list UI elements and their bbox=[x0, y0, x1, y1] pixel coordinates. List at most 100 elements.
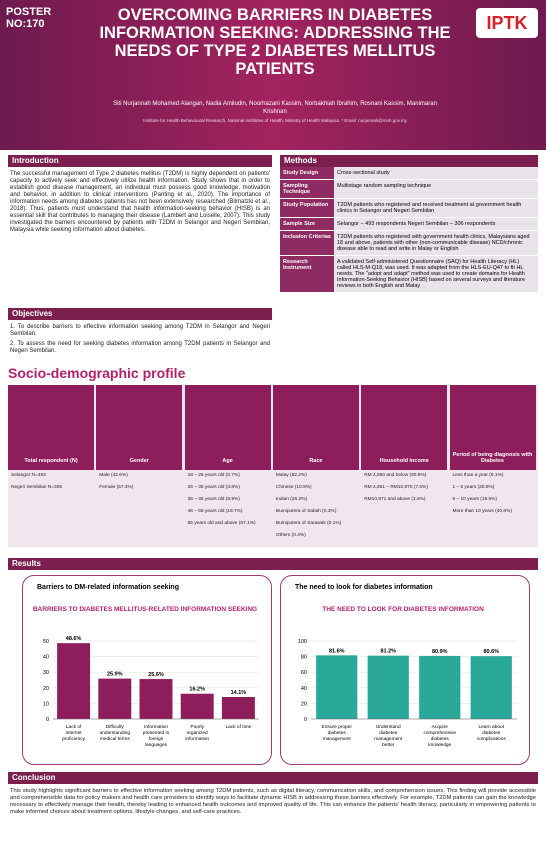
cell: 65 years old and above (67.1%) bbox=[187, 521, 256, 526]
method-key: Inclusion Criterias bbox=[280, 230, 334, 256]
value-label: 80.6% bbox=[483, 649, 499, 655]
method-row: Study Design Cross-sectional study bbox=[280, 167, 538, 180]
cell: Malay (62.2%) bbox=[275, 473, 307, 478]
column-header: Race bbox=[272, 385, 359, 470]
method-value: T2DM patients who registered with govern… bbox=[334, 230, 538, 256]
panel: Barriers to DM-related information seeki… bbox=[22, 575, 272, 765]
objectives: Objectives 1. To describe barriers to ef… bbox=[8, 308, 272, 362]
method-key: Sample Size bbox=[280, 217, 334, 231]
socio-column: Age 18 – 25 years old (0.7%) 26 – 35 years… bbox=[184, 385, 271, 547]
y-tick-label: 10 bbox=[43, 701, 49, 707]
section-heading: Introduction bbox=[8, 155, 272, 167]
chart: BARRIERS TO DIABETES MELLITUS-RELATED IN… bbox=[33, 606, 259, 748]
x-tick-label: Lack of time bbox=[225, 724, 251, 730]
cell: 46 – 55 years old (19.7%) bbox=[187, 509, 243, 514]
cell: RM 4,851 – RM10,970 (7.6%) bbox=[364, 485, 428, 490]
methods: Methods Study Design Cross-sectional stud… bbox=[280, 155, 538, 293]
authors: Siti Nurjannah Mohamed Alangan, Nadia Am… bbox=[113, 101, 437, 115]
method-row: Study Population T2DM patients who regist… bbox=[280, 198, 538, 218]
paragraph: The successful management of Type 2 diab… bbox=[10, 171, 270, 233]
y-tick-label: 0 bbox=[304, 717, 307, 723]
conclusion: Conclusion This study highlights signifi… bbox=[8, 772, 538, 820]
bar bbox=[419, 655, 461, 719]
cell: Bumiputera of Sabah (0.3%) bbox=[275, 509, 337, 514]
method-value: T2DM patients who registered and receive… bbox=[334, 198, 538, 218]
bar bbox=[316, 655, 358, 719]
cell: 36 – 45 years old (8.9%) bbox=[187, 497, 240, 502]
method-key: Study Design bbox=[280, 167, 334, 180]
x-tick-label: Ensure proper diabetes management bbox=[322, 724, 353, 742]
x-tick-label: Lack of internet proficiency bbox=[62, 724, 86, 742]
socio-table: Total respondent (N) Selangor N=493 Negeri… bbox=[8, 385, 538, 547]
section-heading: Results bbox=[8, 558, 538, 570]
socio-column: Period of being diagnosis with Diabetes L… bbox=[449, 385, 536, 547]
section-heading: Objectives bbox=[8, 308, 272, 320]
method-value: Multistage random sampling technique bbox=[334, 179, 538, 199]
cell: Indian (26.2%) bbox=[275, 497, 308, 502]
cell: Negeri Sembilan N=306 bbox=[11, 485, 63, 490]
objective: 2. To assess the need for seeking diabet… bbox=[10, 341, 270, 354]
logo: IPTK bbox=[476, 8, 538, 38]
cell: RM 4,850 and below (90.8%) bbox=[364, 473, 427, 478]
results: Results bbox=[8, 558, 538, 570]
value-label: 25.9% bbox=[107, 672, 123, 678]
affiliation: Institute for Health Behavioural Researc… bbox=[143, 118, 407, 123]
cell: Male (42.6%) bbox=[99, 473, 128, 478]
method-row: Sample Size Selangor – 493 respondents Ne… bbox=[280, 217, 538, 231]
socio-column: Gender Male (42.6%) Female (57.4%) bbox=[96, 385, 183, 547]
section-heading: Socio-demographic profile bbox=[8, 365, 186, 381]
y-tick-label: 40 bbox=[301, 686, 307, 692]
method-value: Cross-sectional study bbox=[334, 167, 538, 180]
cell: More than 10 years (40.6%) bbox=[452, 509, 512, 514]
chart-title: THE NEED TO LOOK FOR DIABETES INFORMATIO… bbox=[322, 606, 484, 613]
introduction: Introduction The successful management o… bbox=[8, 155, 272, 238]
column-header: Total respondent (N) bbox=[8, 385, 94, 470]
x-tick-label: Understand diabetes management better bbox=[374, 724, 403, 748]
cell: Others (0.4%) bbox=[275, 533, 306, 538]
poster-number: POSTER NO:170 bbox=[6, 6, 52, 30]
header bbox=[0, 0, 546, 150]
method-row: Sampling Technique Multistage random samp… bbox=[280, 179, 538, 199]
cell: 1 – 5 years (30.8%) bbox=[452, 485, 495, 490]
cell: 26 – 35 years old (3.6%) bbox=[187, 485, 240, 490]
y-tick-label: 20 bbox=[301, 701, 307, 707]
socio-column: Household income RM 4,850 and below (90.8… bbox=[361, 385, 448, 547]
bar bbox=[98, 678, 132, 719]
cell: RM10,971 and above (1.6%) bbox=[364, 497, 426, 502]
value-label: 48.6% bbox=[66, 636, 82, 642]
method-key: Sampling Technique bbox=[280, 179, 334, 199]
bar bbox=[57, 643, 91, 719]
panel-title: Barriers to DM-related information seeki… bbox=[37, 584, 179, 591]
value-label: 25.6% bbox=[148, 672, 164, 678]
objective: 1. To describe barriers to effective inf… bbox=[10, 324, 270, 337]
method-key: Research Instrument bbox=[280, 255, 334, 293]
y-tick-label: 60 bbox=[301, 670, 307, 676]
cell: Selangor N=493 bbox=[11, 473, 46, 478]
socio-column: Race Malay (62.2%) Chinese (10.8%) Indian (… bbox=[272, 385, 359, 547]
column-header: Gender bbox=[96, 385, 183, 470]
y-tick-label: 100 bbox=[298, 639, 307, 645]
cell: 18 – 25 years old (0.7%) bbox=[187, 473, 240, 478]
bar bbox=[180, 693, 214, 719]
bar bbox=[367, 655, 409, 719]
method-value: A validated Self-administered Questionna… bbox=[334, 255, 538, 293]
y-tick-label: 40 bbox=[43, 655, 49, 661]
section-heading: Methods bbox=[280, 155, 538, 167]
chart-title: BARRIERS TO DIABETES MELLITUS-RELATED IN… bbox=[33, 606, 257, 613]
panel: The need to look for diabetes informatio… bbox=[280, 575, 530, 765]
panel-title: The need to look for diabetes informatio… bbox=[295, 584, 433, 591]
column-header: Household income bbox=[361, 385, 448, 470]
column-header: Period of being diagnosis with Diabetes bbox=[449, 385, 536, 470]
method-row: Inclusion Criterias T2DM patients who reg… bbox=[280, 230, 538, 256]
bar bbox=[470, 656, 512, 719]
method-value: Selangor – 493 respondents Negeri Sembil… bbox=[334, 217, 538, 231]
method-key: Study Population bbox=[280, 198, 334, 218]
y-tick-label: 50 bbox=[43, 639, 49, 645]
y-tick-label: 80 bbox=[301, 655, 307, 661]
y-tick-label: 20 bbox=[43, 686, 49, 692]
title: OVERCOMING BARRIERS IN DIABETES INFORMAT… bbox=[99, 6, 451, 78]
y-tick-label: 0 bbox=[46, 717, 49, 723]
socio-column: Total respondent (N) Selangor N=493 Negeri… bbox=[8, 385, 94, 547]
x-tick-label: Poorly organized information bbox=[185, 724, 209, 742]
